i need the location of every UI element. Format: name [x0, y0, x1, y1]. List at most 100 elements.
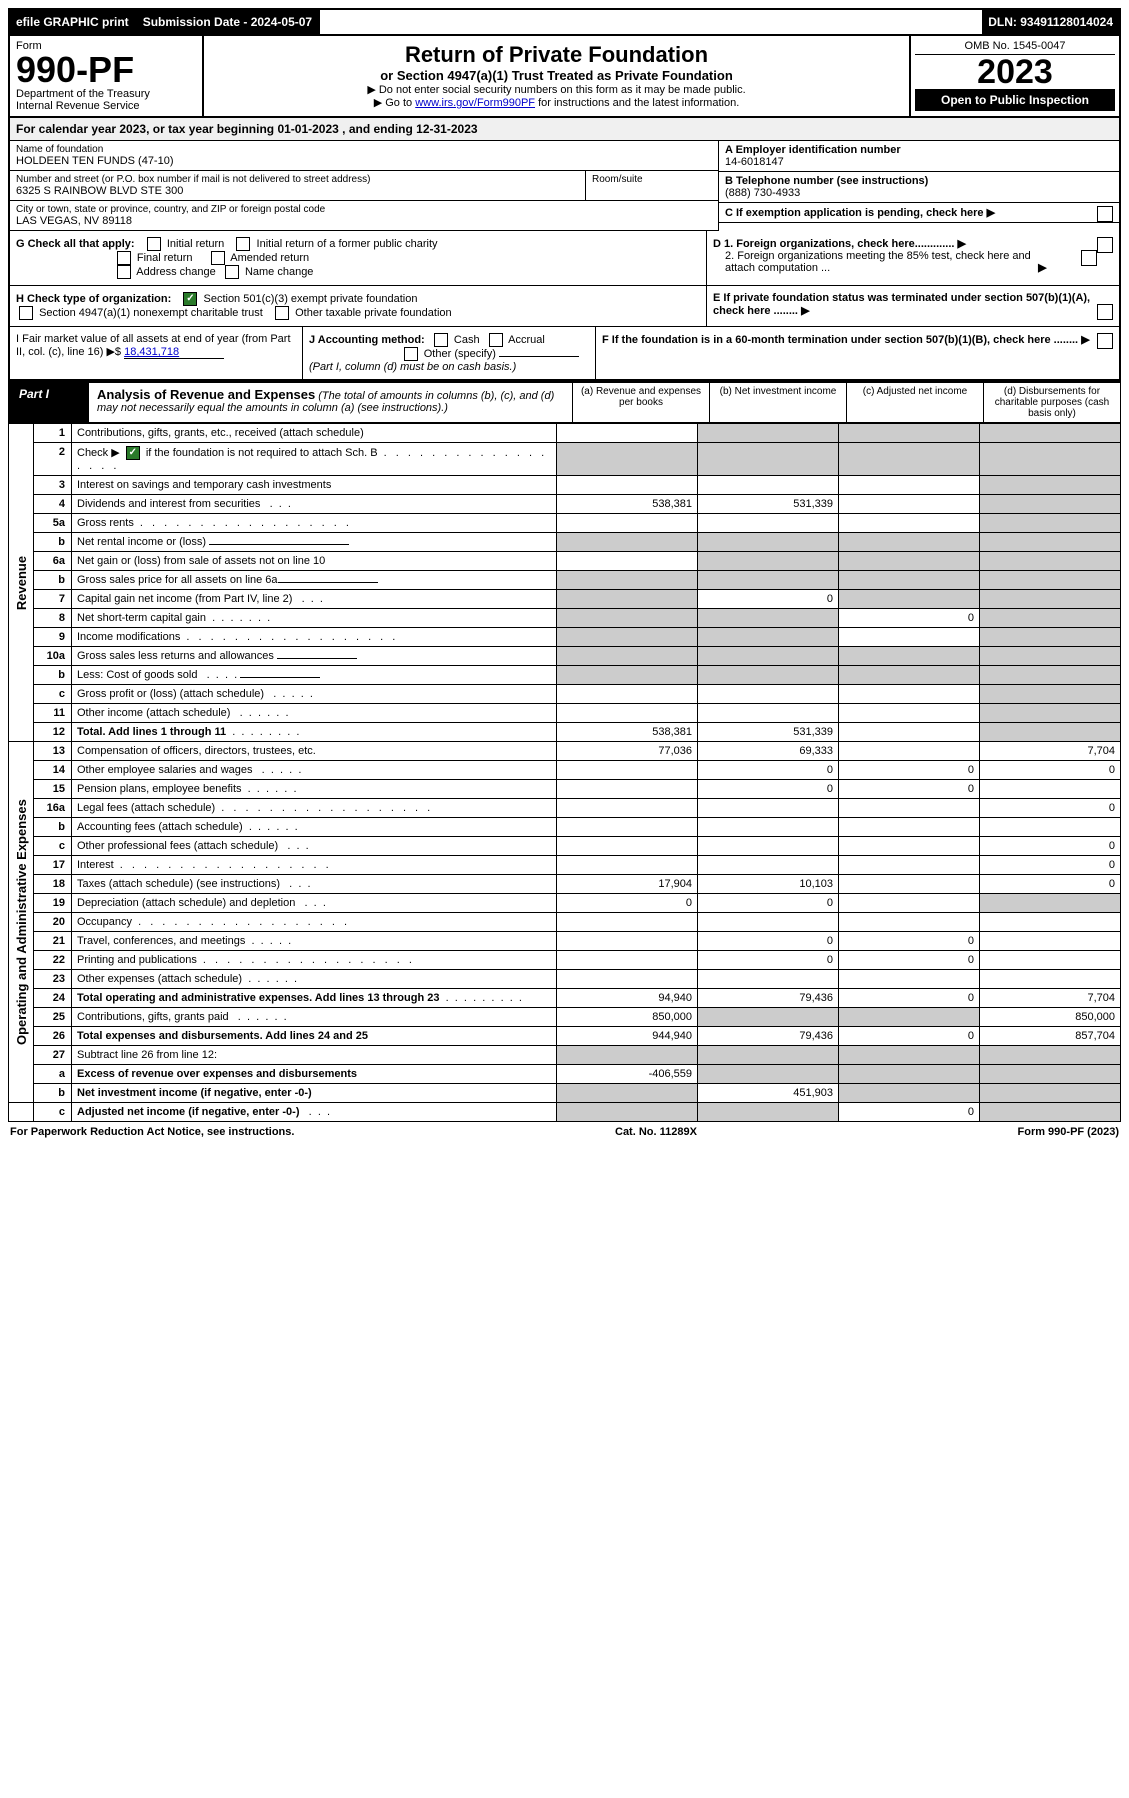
final-return-checkbox[interactable]: [117, 251, 131, 265]
col-d-header: (d) Disbursements for charitable purpose…: [983, 383, 1120, 422]
line-18-b: 10,103: [698, 875, 839, 894]
line-27c-c: 0: [839, 1103, 980, 1122]
501c3-checkbox[interactable]: [183, 292, 197, 306]
table-row: 23Other expenses (attach schedule) . . .…: [9, 970, 1121, 989]
accrual-checkbox[interactable]: [489, 333, 503, 347]
4947-checkbox[interactable]: [19, 306, 33, 320]
f-label: F If the foundation is in a 60-month ter…: [602, 334, 1078, 346]
table-row: Operating and Administrative Expenses 13…: [9, 742, 1121, 761]
c-checkbox[interactable]: [1097, 206, 1113, 222]
line-6b-desc: Gross sales price for all assets on line…: [77, 574, 278, 586]
pra-notice: For Paperwork Reduction Act Notice, see …: [10, 1126, 294, 1138]
ein-label: A Employer identification number: [725, 144, 901, 156]
h-label: H Check type of organization:: [16, 293, 171, 305]
line-25-desc: Contributions, gifts, grants paid . . . …: [72, 1008, 557, 1027]
line-1-desc: Contributions, gifts, grants, etc., rece…: [72, 424, 557, 443]
line-16b-desc: Accounting fees (attach schedule) . . . …: [72, 818, 557, 837]
g-label: G Check all that apply:: [16, 238, 135, 250]
table-row: 18Taxes (attach schedule) (see instructi…: [9, 875, 1121, 894]
address-change-checkbox[interactable]: [117, 265, 131, 279]
table-row: cOther professional fees (attach schedul…: [9, 837, 1121, 856]
line-14-c: 0: [839, 761, 980, 780]
table-row: bGross sales price for all assets on lin…: [9, 571, 1121, 590]
line-10a-desc: Gross sales less returns and allowances: [77, 650, 274, 662]
line-15-b: 0: [698, 780, 839, 799]
table-row: 5aGross rents: [9, 514, 1121, 533]
line-25-a: 850,000: [557, 1008, 698, 1027]
line-21-desc: Travel, conferences, and meetings . . . …: [72, 932, 557, 951]
dept-label: Department of the Treasury: [16, 88, 196, 100]
instruction-2: ▶ Go to www.irs.gov/Form990PF for instru…: [210, 96, 903, 109]
line-12-b: 531,339: [698, 723, 839, 742]
checks-he: H Check type of organization: Section 50…: [8, 286, 1121, 327]
form-link[interactable]: www.irs.gov/Form990PF: [415, 97, 535, 109]
line-22-desc: Printing and publications: [72, 951, 557, 970]
line-26-b: 79,436: [698, 1027, 839, 1046]
top-bar: efile GRAPHIC print Submission Date - 20…: [8, 8, 1121, 36]
cash-label: Cash: [454, 334, 480, 346]
line-16a-d: 0: [980, 799, 1121, 818]
checks-gd: G Check all that apply: Initial return I…: [8, 231, 1121, 286]
irs-label: Internal Revenue Service: [16, 100, 196, 112]
line-27b-desc: Net investment income (if negative, ente…: [72, 1084, 557, 1103]
cash-checkbox[interactable]: [434, 333, 448, 347]
room-suite-label: Room/suite: [586, 171, 718, 200]
sch-b-checkbox[interactable]: [126, 446, 140, 460]
form-number: 990-PF: [16, 52, 196, 88]
line-9-desc: Income modifications: [72, 628, 557, 647]
entity-info: Name of foundation HOLDEEN TEN FUNDS (47…: [8, 141, 1121, 231]
line-17-d: 0: [980, 856, 1121, 875]
table-row: 10aGross sales less returns and allowanc…: [9, 647, 1121, 666]
line-5a-desc: Gross rents: [72, 514, 557, 533]
form-header: Form 990-PF Department of the Treasury I…: [8, 36, 1121, 118]
line-4-b: 531,339: [698, 495, 839, 514]
line-15-c: 0: [839, 780, 980, 799]
line-16a-desc: Legal fees (attach schedule): [72, 799, 557, 818]
d2-checkbox[interactable]: [1081, 250, 1097, 266]
line-13-b: 69,333: [698, 742, 839, 761]
line-8-desc: Net short-term capital gain . . . . . . …: [72, 609, 557, 628]
line-15-desc: Pension plans, employee benefits . . . .…: [72, 780, 557, 799]
inst2-post: for instructions and the latest informat…: [535, 97, 739, 109]
table-row: bNet investment income (if negative, ent…: [9, 1084, 1121, 1103]
line-26-desc: Total expenses and disbursements. Add li…: [72, 1027, 557, 1046]
line-2-pre: Check ▶: [77, 447, 120, 459]
line-23-desc: Other expenses (attach schedule) . . . .…: [72, 970, 557, 989]
table-row: 2 Check ▶ if the foundation is not requi…: [9, 443, 1121, 476]
d1-label: D 1. Foreign organizations, check here..…: [713, 238, 954, 250]
line-10c-desc: Gross profit or (loss) (attach schedule)…: [72, 685, 557, 704]
f-checkbox[interactable]: [1097, 333, 1113, 349]
line-14-desc: Other employee salaries and wages . . . …: [72, 761, 557, 780]
table-row: 6aNet gain or (loss) from sale of assets…: [9, 552, 1121, 571]
part1-table: Revenue 1 Contributions, gifts, grants, …: [8, 423, 1121, 1122]
initial-return-checkbox[interactable]: [147, 237, 161, 251]
name-change-checkbox[interactable]: [225, 265, 239, 279]
table-row: 27Subtract line 26 from line 12:: [9, 1046, 1121, 1065]
line-11-desc: Other income (attach schedule) . . . . .…: [72, 704, 557, 723]
other-method-checkbox[interactable]: [404, 347, 418, 361]
table-row: 9Income modifications: [9, 628, 1121, 647]
line-16c-desc: Other professional fees (attach schedule…: [72, 837, 557, 856]
e-checkbox[interactable]: [1097, 304, 1113, 320]
c-exemption-label: C If exemption application is pending, c…: [725, 207, 984, 219]
line-13-desc: Compensation of officers, directors, tru…: [72, 742, 557, 761]
initial-former-checkbox[interactable]: [236, 237, 250, 251]
foundation-name: HOLDEEN TEN FUNDS (47-10): [16, 155, 712, 167]
table-row: bNet rental income or (loss): [9, 533, 1121, 552]
line-22-b: 0: [698, 951, 839, 970]
fmv-value[interactable]: 18,431,718: [124, 346, 224, 359]
revenue-vertical-label: Revenue: [9, 424, 34, 742]
j-label: J Accounting method:: [309, 334, 425, 346]
street-address: 6325 S RAINBOW BLVD STE 300: [16, 185, 579, 197]
table-row: 16aLegal fees (attach schedule)0: [9, 799, 1121, 818]
d1-checkbox[interactable]: [1097, 237, 1113, 253]
table-row: Revenue 1 Contributions, gifts, grants, …: [9, 424, 1121, 443]
4947-label: Section 4947(a)(1) nonexempt charitable …: [39, 307, 263, 319]
ein-value: 14-6018147: [725, 156, 784, 168]
line-26-c: 0: [839, 1027, 980, 1046]
efile-print-label[interactable]: efile GRAPHIC print: [10, 10, 137, 34]
amended-return-checkbox[interactable]: [211, 251, 225, 265]
table-row: 26Total expenses and disbursements. Add …: [9, 1027, 1121, 1046]
table-row: 25Contributions, gifts, grants paid . . …: [9, 1008, 1121, 1027]
other-taxable-checkbox[interactable]: [275, 306, 289, 320]
